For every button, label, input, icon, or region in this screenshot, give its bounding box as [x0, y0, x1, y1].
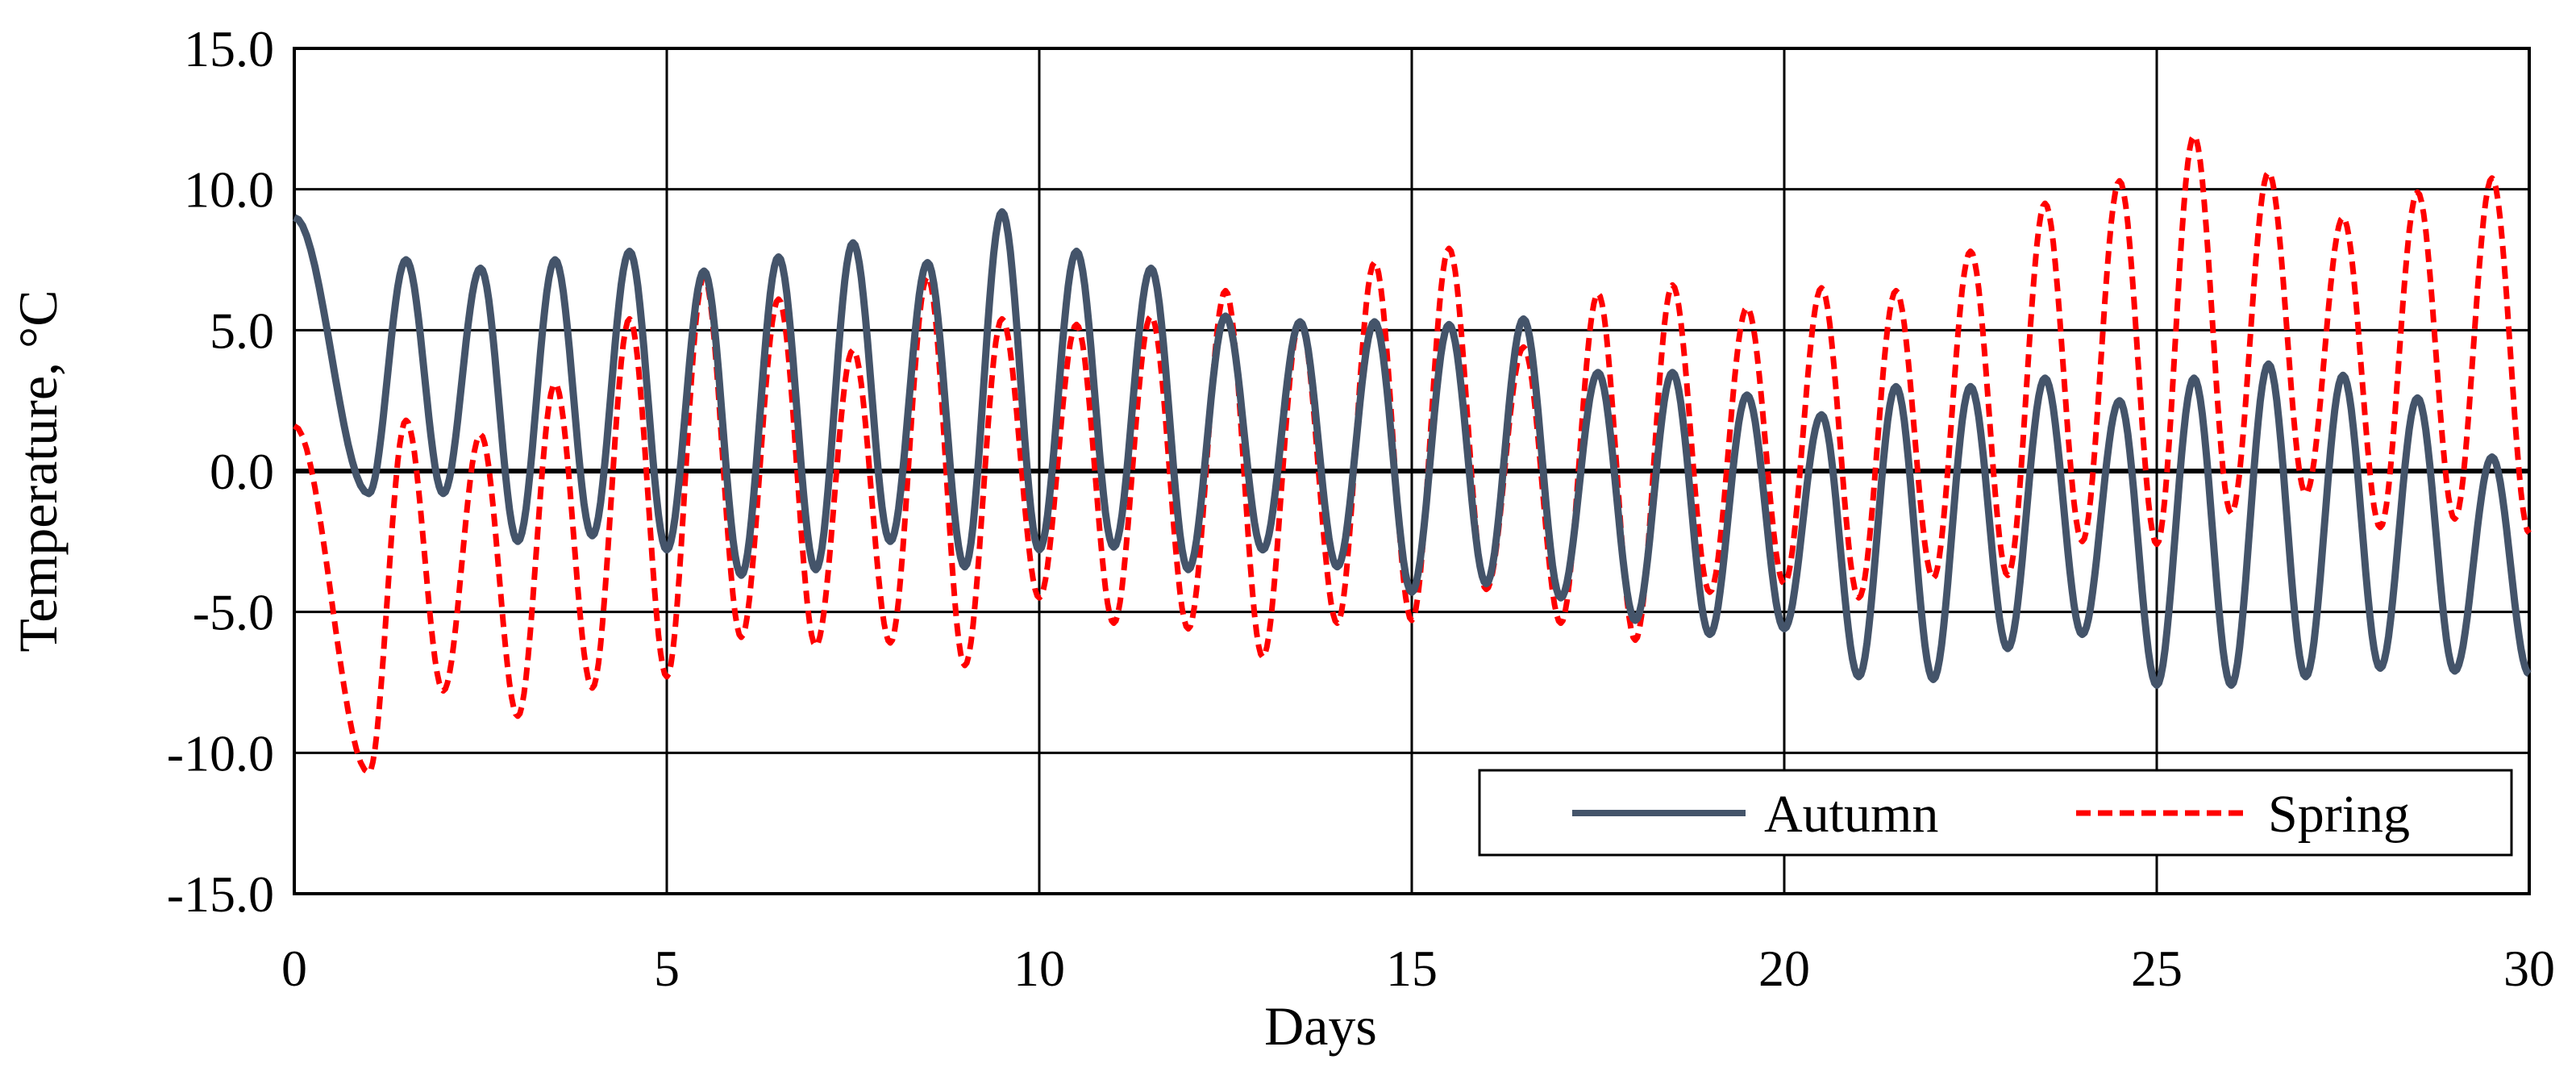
x-tick-label: 20 [1758, 940, 1810, 997]
x-axis-title: Days [1264, 995, 1377, 1057]
legend-spring-label: Spring [2268, 785, 2410, 844]
series-line-autumn [292, 208, 2532, 689]
y-tick-label: -10.0 [167, 724, 274, 782]
y-tick-label: -15.0 [167, 865, 274, 923]
legend-autumn-label: Autumn [1764, 785, 1938, 844]
y-tick-label: 0.0 [210, 443, 274, 500]
y-axis-ticks: -15.0 -10.0 -5.0 0.0 5.0 10.0 15.0 [167, 20, 274, 923]
y-axis-title: Temperature, °C [7, 290, 69, 652]
x-tick-label: 15 [1386, 940, 1438, 997]
x-tick-label: 25 [2131, 940, 2183, 997]
x-tick-label: 10 [1013, 940, 1065, 997]
x-tick-label: 0 [281, 940, 307, 997]
x-axis-ticks: 0 5 10 15 20 25 30 [281, 940, 2555, 997]
y-tick-label: -5.0 [193, 584, 274, 641]
legend: Autumn Spring [1478, 769, 2513, 857]
y-tick-label: 15.0 [184, 20, 274, 77]
series-layer [292, 132, 2532, 776]
x-tick-label: 5 [654, 940, 680, 997]
y-tick-label: 5.0 [210, 302, 274, 359]
x-tick-label: 30 [2503, 940, 2555, 997]
y-tick-label: 10.0 [184, 161, 274, 219]
